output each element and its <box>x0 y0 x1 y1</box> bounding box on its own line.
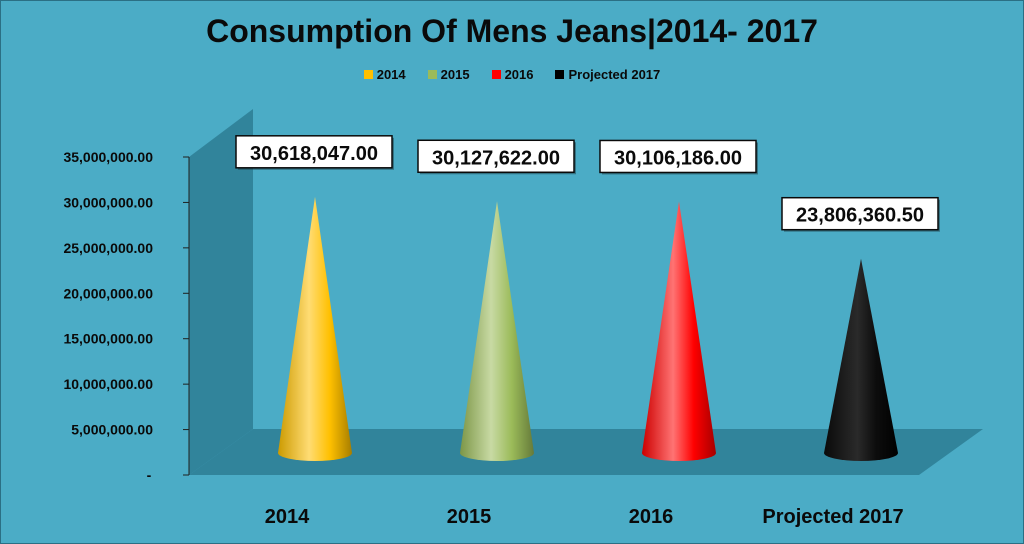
legend-label: Projected 2017 <box>568 67 661 82</box>
data-label: 23,806,360.50 <box>796 205 924 227</box>
legend-label: 2015 <box>440 67 470 82</box>
legend-item: 2016 <box>491 67 534 82</box>
chart-title: Consumption Of Mens Jeans|2014- 2017 <box>206 13 818 49</box>
x-tick-label: 2016 <box>629 506 674 528</box>
y-tick-label: 15,000,000.00 <box>63 331 153 347</box>
y-tick-label: - <box>147 467 152 483</box>
chart-legend: 2014 2015 2016 Projected 2017 <box>1 67 1023 82</box>
y-tick-label: 30,000,000.00 <box>63 194 153 210</box>
legend-swatch <box>427 70 437 79</box>
y-tick-label: 20,000,000.00 <box>63 285 153 301</box>
y-tick-label: 10,000,000.00 <box>63 376 153 392</box>
data-label: 30,106,186.00 <box>614 147 742 169</box>
cone-bar <box>460 201 534 461</box>
data-label-box <box>599 139 757 174</box>
legend-item: 2014 <box>363 67 406 82</box>
legend-label: 2016 <box>504 67 534 82</box>
cone-bar <box>278 196 352 461</box>
legend-swatch <box>555 70 565 79</box>
data-label-box <box>235 135 393 169</box>
legend-item: Projected 2017 <box>555 67 660 82</box>
legend-item: 2015 <box>427 67 470 82</box>
floor <box>189 429 983 475</box>
cone-bar <box>642 201 716 461</box>
x-tick-label: Projected 2017 <box>762 506 903 528</box>
y-tick-label: 5,000,000.00 <box>71 422 153 438</box>
y-tick-label: 35,000,000.00 <box>63 149 153 165</box>
data-label-box <box>781 196 939 231</box>
x-tick-label: 2015 <box>447 506 492 528</box>
legend-label: 2014 <box>376 67 406 82</box>
data-label-box <box>417 139 575 174</box>
legend-swatch <box>363 70 373 79</box>
y-tick-label: 25,000,000.00 <box>63 240 153 256</box>
back-wall <box>189 109 253 475</box>
legend-swatch <box>491 70 501 79</box>
cone-bar <box>824 258 898 461</box>
data-label: 30,127,622.00 <box>432 147 560 169</box>
data-label: 30,618,047.00 <box>250 143 378 165</box>
x-tick-label: 2014 <box>265 506 310 528</box>
